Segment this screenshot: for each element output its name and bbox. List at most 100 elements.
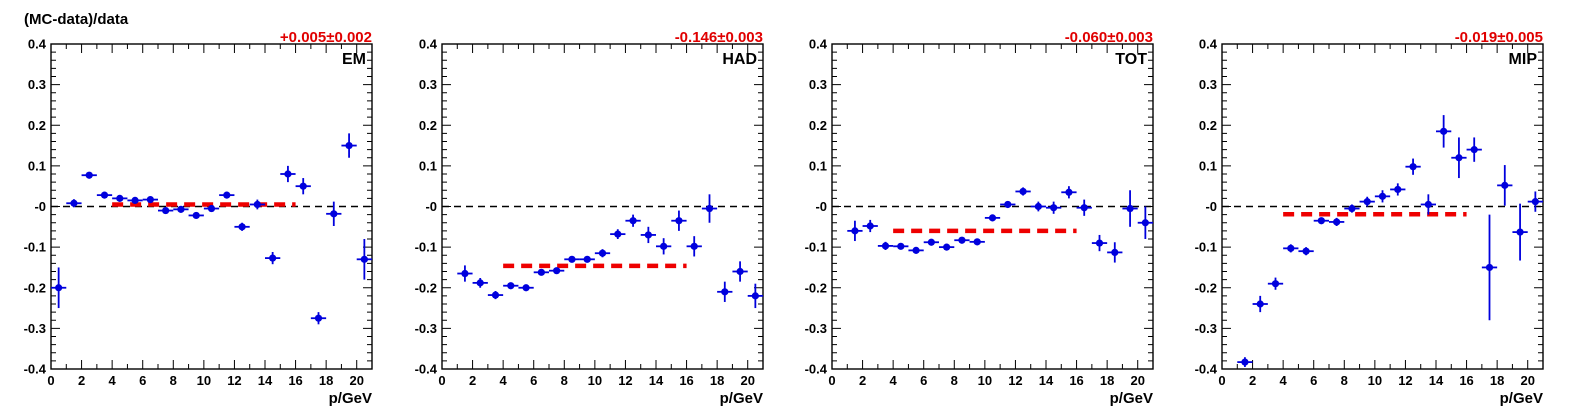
x-tick-label: 20 xyxy=(349,373,363,388)
data-point xyxy=(1267,277,1284,290)
data-marker xyxy=(1141,219,1149,227)
data-point xyxy=(1313,217,1329,225)
y-tick-label: -0.4 xyxy=(805,362,828,377)
y-tick-label: -0.3 xyxy=(415,321,437,336)
data-marker xyxy=(644,231,652,239)
y-tick-label: -0 xyxy=(815,199,827,214)
y-tick-label: 0.2 xyxy=(419,118,437,133)
data-marker xyxy=(238,223,246,231)
data-marker xyxy=(491,291,500,299)
data-marker xyxy=(629,217,637,225)
panel-title: MIP xyxy=(1509,51,1538,68)
data-point xyxy=(310,312,327,325)
data-point xyxy=(1137,206,1153,239)
data-marker xyxy=(269,254,277,262)
x-tick-label: 16 xyxy=(1459,373,1473,388)
panel-title: EM xyxy=(342,51,366,68)
data-marker xyxy=(851,227,859,235)
data-point xyxy=(1252,295,1268,313)
data-marker xyxy=(192,211,200,220)
data-marker xyxy=(116,194,124,202)
data-point xyxy=(1405,158,1421,175)
data-point xyxy=(188,211,204,220)
y-tick-label: -0.4 xyxy=(415,362,438,377)
data-marker xyxy=(1378,192,1387,200)
x-tick-label: 18 xyxy=(1100,373,1114,388)
data-point xyxy=(1237,357,1253,367)
fit-result-label: +0.005±0.002 xyxy=(280,29,372,46)
y-axis-title: (MC-data)/data xyxy=(24,11,129,28)
y-tick-label: -0 xyxy=(1205,199,1217,214)
y-tick-label: -0.2 xyxy=(24,280,46,295)
data-point xyxy=(549,267,565,275)
x-tick-label: 8 xyxy=(561,373,568,388)
x-tick-label: 2 xyxy=(859,373,866,388)
data-marker xyxy=(1348,204,1356,213)
x-tick-label: 2 xyxy=(469,373,476,388)
data-marker xyxy=(476,279,484,287)
y-tick-label: -0.4 xyxy=(1195,362,1218,377)
data-point xyxy=(908,246,924,254)
data-marker xyxy=(146,195,154,204)
data-point xyxy=(295,178,311,195)
data-marker xyxy=(1004,200,1012,209)
fit-result-label: -0.019±0.005 xyxy=(1455,29,1543,46)
data-point xyxy=(158,206,174,215)
data-marker xyxy=(1485,263,1494,272)
data-marker xyxy=(1317,217,1325,225)
y-tick-label: 0.3 xyxy=(419,77,437,92)
data-marker xyxy=(1302,247,1310,255)
fit-result-label: -0.146±0.003 xyxy=(675,29,763,46)
y-tick-label: 0.3 xyxy=(809,77,827,92)
x-axis-title: p/GeV xyxy=(1500,390,1543,407)
data-point xyxy=(862,219,878,233)
y-tick-label: 0.1 xyxy=(809,158,827,173)
data-point xyxy=(341,133,357,158)
data-marker xyxy=(598,249,607,257)
x-tick-label: 0 xyxy=(828,373,835,388)
data-marker xyxy=(721,288,729,296)
x-tick-label: 10 xyxy=(197,373,211,388)
data-marker xyxy=(1363,198,1371,206)
x-tick-label: 0 xyxy=(47,373,54,388)
data-point xyxy=(1497,165,1513,206)
data-point xyxy=(656,238,672,255)
data-point xyxy=(1451,137,1467,179)
data-point xyxy=(142,195,158,204)
data-marker xyxy=(943,243,951,251)
x-tick-label: 16 xyxy=(679,373,693,388)
y-tick-label: 0.2 xyxy=(809,118,827,133)
x-tick-label: 10 xyxy=(978,373,992,388)
y-tick-label: -0.4 xyxy=(24,362,47,377)
x-tick-label: 14 xyxy=(1039,373,1054,388)
data-marker xyxy=(100,191,109,199)
x-tick-label: 18 xyxy=(1490,373,1504,388)
data-point xyxy=(487,291,504,300)
data-point xyxy=(1046,201,1062,214)
y-tick-label: -0.3 xyxy=(805,321,827,336)
x-tick-label: 20 xyxy=(1130,373,1144,388)
data-point xyxy=(1420,194,1436,215)
data-point xyxy=(877,241,894,250)
y-tick-label: -0.1 xyxy=(24,240,46,255)
y-tick-label: -0.2 xyxy=(805,280,827,295)
data-marker xyxy=(988,214,997,222)
data-point xyxy=(112,194,128,202)
data-point xyxy=(1466,137,1482,162)
data-point xyxy=(579,255,595,263)
data-marker xyxy=(537,268,545,276)
x-tick-label: 18 xyxy=(319,373,333,388)
y-tick-label: -0.1 xyxy=(805,240,827,255)
data-marker xyxy=(162,206,170,215)
data-point xyxy=(533,268,549,276)
panel-had: 0 2 4 6 8 10 12 14 16 18 20 -0.4 -0.3 -0.2 -0.1 -0 0.1 0.… xyxy=(415,29,764,407)
x-tick-label: 6 xyxy=(920,373,927,388)
data-point xyxy=(732,261,748,282)
x-tick-label: 0 xyxy=(1218,373,1225,388)
data-marker xyxy=(866,222,874,230)
data-marker xyxy=(705,204,714,213)
data-point xyxy=(984,214,1001,222)
fit-result-label: -0.060±0.003 xyxy=(1065,29,1153,46)
data-marker xyxy=(55,284,63,292)
x-tick-label: 6 xyxy=(1310,373,1317,388)
